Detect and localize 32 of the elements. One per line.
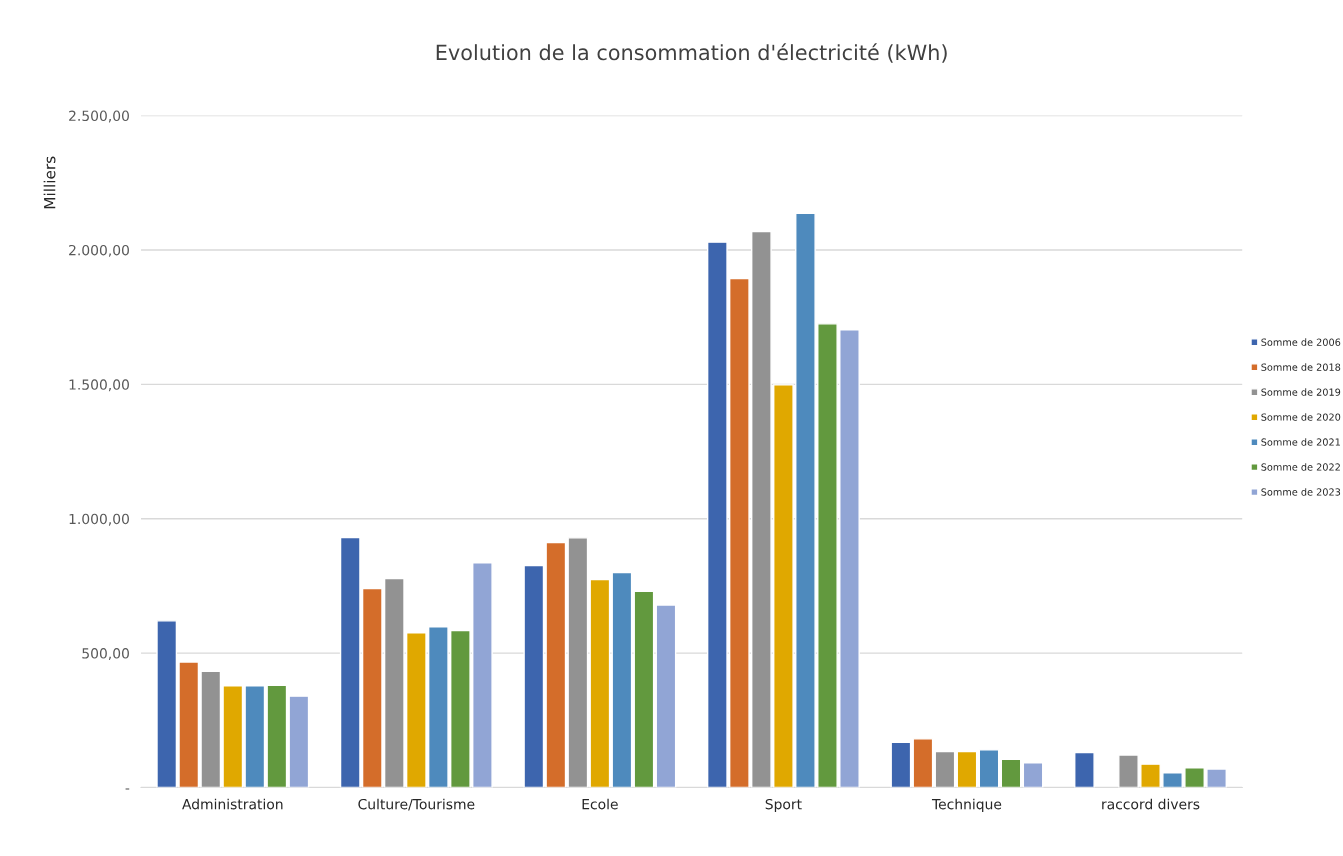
bar <box>633 590 655 788</box>
x-tick-label: Sport <box>765 798 802 813</box>
legend-label: Somme de 2022 <box>1261 463 1340 471</box>
bar <box>890 741 912 788</box>
x-tick-label: Administration <box>182 798 283 810</box>
bar <box>1074 751 1095 788</box>
x-tick-label: Technique <box>931 798 1002 813</box>
legend-label: Somme de 2018 <box>1261 363 1341 371</box>
bar <box>934 750 956 788</box>
bar <box>1000 758 1022 788</box>
legend-label: Somme de 2019 <box>1261 388 1341 396</box>
legend-label: Somme de 2006 <box>1261 338 1341 346</box>
legend-label: Somme de 2023 <box>1261 488 1341 496</box>
legend-label: Somme de 2020 <box>1261 413 1341 421</box>
y-axis-title: Milliers <box>43 156 56 209</box>
bar <box>912 738 934 788</box>
y-tick-label: 2.000,00 <box>69 244 129 257</box>
y-tick-label: 2.500,00 <box>69 110 129 123</box>
y-tick-label: 1.000,00 <box>69 513 129 526</box>
x-tick-label: Culture/Tourisme <box>358 798 475 811</box>
y-tick-label: 500,00 <box>82 648 129 661</box>
bar <box>1022 762 1044 788</box>
bar <box>978 749 1000 788</box>
bar <box>956 750 978 788</box>
legend-label: Somme de 2021 <box>1261 438 1340 446</box>
x-tick-label: Ecole <box>582 798 618 810</box>
x-tick-label: raccord divers <box>1102 798 1200 810</box>
bar <box>611 571 633 788</box>
bar <box>655 604 677 788</box>
y-tick-label: 1.500,00 <box>69 379 129 392</box>
chart-title: Evolution de la consommation d'électricité (kWh) <box>436 43 947 63</box>
y-tick-label: - <box>125 788 130 790</box>
